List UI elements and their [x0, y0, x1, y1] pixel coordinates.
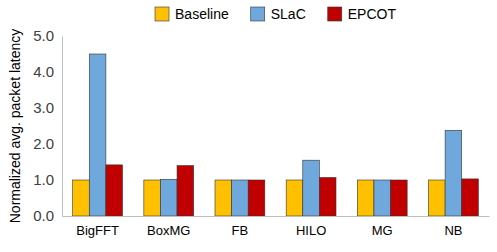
y-tick: 0.0 — [33, 207, 62, 224]
y-tick-label: 4.0 — [33, 63, 54, 80]
x-tick: MG — [372, 216, 393, 238]
legend-item: Baseline — [155, 6, 229, 22]
bar — [177, 166, 194, 216]
bar — [73, 180, 90, 216]
x-tick-label: MG — [372, 223, 393, 238]
y-tick-label: 0.0 — [33, 207, 54, 224]
x-tick-label: NB — [444, 223, 462, 238]
x-tick-label: BoxMG — [147, 223, 190, 238]
x-tick: BoxMG — [147, 216, 190, 238]
bar — [303, 160, 320, 216]
bar — [462, 179, 479, 216]
bar — [215, 180, 232, 216]
legend-label: Baseline — [175, 6, 229, 22]
legend-item: EPCOT — [328, 6, 397, 22]
bar — [319, 177, 336, 216]
legend-item: SLaC — [251, 6, 306, 22]
y-tick-label: 2.0 — [33, 135, 54, 152]
x-tick: NB — [444, 216, 462, 238]
plot-area: 0.0 1.0 2.0 3.0 4.0 5.0 BigFFT BoxMG FB HILO MG NB — [33, 27, 489, 238]
y-tick-label: 1.0 — [33, 171, 54, 188]
x-axis: BigFFT BoxMG FB HILO MG NB — [63, 216, 490, 238]
bar — [391, 180, 408, 216]
bar — [445, 130, 462, 216]
bar — [429, 180, 446, 216]
x-tick: HILO — [296, 216, 326, 238]
x-tick-label: HILO — [296, 223, 326, 238]
x-tick-label: BigFFT — [76, 223, 119, 238]
y-tick: 3.0 — [33, 99, 62, 116]
legend-label: SLaC — [271, 6, 306, 22]
y-tick-label: 3.0 — [33, 99, 54, 116]
y-axis-title: Normalized avg. packet latency — [7, 29, 23, 224]
legend-label: EPCOT — [348, 6, 397, 22]
bar — [248, 180, 265, 216]
bar — [232, 180, 249, 216]
legend-swatch — [251, 7, 265, 21]
chart: 0.0 1.0 2.0 3.0 4.0 5.0 BigFFT BoxMG FB HILO MG NB N… — [0, 0, 497, 252]
bar — [144, 180, 161, 216]
y-tick: 2.0 — [33, 135, 62, 152]
x-tick-label: FB — [232, 223, 249, 238]
y-tick: 1.0 — [33, 171, 62, 188]
legend-swatch — [155, 7, 169, 21]
bar — [160, 179, 177, 216]
bars — [73, 54, 479, 216]
bar — [357, 180, 374, 216]
bar — [286, 180, 303, 216]
x-axis-line — [63, 216, 490, 217]
y-axis-line — [62, 37, 63, 217]
y-tick-label: 5.0 — [33, 27, 54, 44]
y-tick: 5.0 — [33, 27, 62, 44]
x-tick: BigFFT — [76, 216, 119, 238]
legend-swatch — [328, 7, 342, 21]
bar — [89, 54, 106, 216]
bar — [374, 180, 391, 216]
legend: Baseline SLaC EPCOT — [155, 6, 396, 22]
y-axis: 0.0 1.0 2.0 3.0 4.0 5.0 — [33, 27, 62, 224]
y-tick: 4.0 — [33, 63, 62, 80]
bar — [106, 165, 123, 216]
x-tick: FB — [232, 216, 249, 238]
